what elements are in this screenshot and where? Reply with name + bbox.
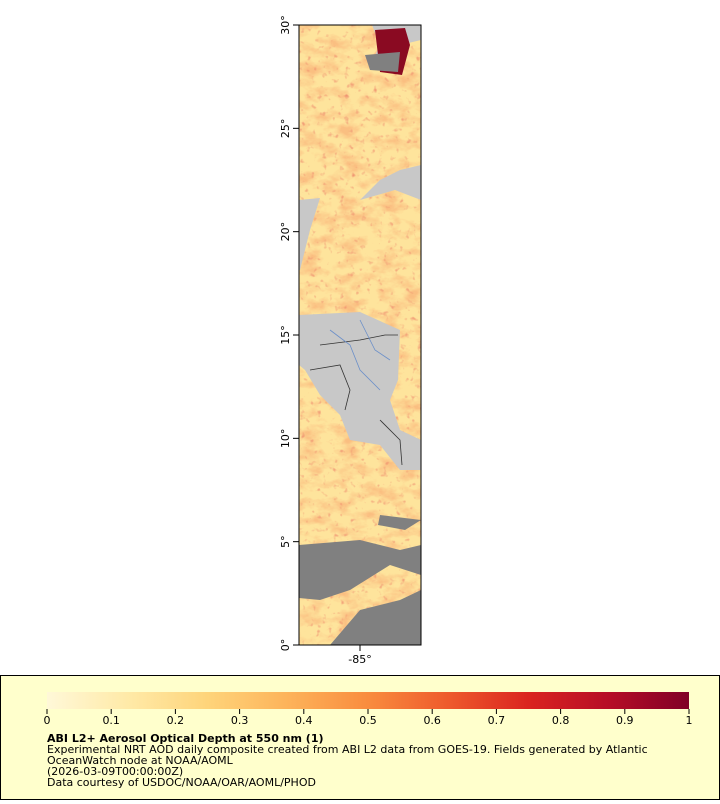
- colorbar-tick-label: 0.5: [359, 714, 377, 727]
- colorbar-tick-label: 0.3: [231, 714, 249, 727]
- x-tick-label: -85°: [348, 653, 371, 666]
- y-tick-label: 15°: [279, 325, 292, 345]
- y-tick-label: 5°: [279, 535, 292, 548]
- y-tick-label: 20°: [279, 222, 292, 242]
- legend-line: (2026-03-09T00:00:00Z): [47, 765, 183, 778]
- colorbar: [47, 692, 689, 709]
- y-tick-label: 25°: [279, 119, 292, 139]
- legend-title: ABI L2+ Aerosol Optical Depth at 550 nm …: [47, 732, 324, 745]
- axes: 0° 5° 10° 15° 20° 25° 30° -85°: [279, 15, 372, 666]
- y-tick-label: 10°: [279, 429, 292, 449]
- colorbar-tick-label: 0.1: [102, 714, 120, 727]
- legend-line: OceanWatch node at NOAA/AOML: [47, 754, 234, 767]
- y-tick-label: 30°: [279, 15, 292, 35]
- legend-line: Data courtesy of USDOC/NOAA/OAR/AOML/PHO…: [47, 776, 316, 789]
- colorbar-tick-label: 0.8: [552, 714, 570, 727]
- colorbar-tick-label: 0.7: [488, 714, 506, 727]
- map-image: [299, 25, 421, 645]
- colorbar-tick-label: 1: [686, 714, 693, 727]
- colorbar-axis: 0 0.1 0.2 0.3 0.4 0.5 0.6 0.7 0.8 0.9 1: [44, 709, 693, 727]
- colorbar-tick-label: 0.9: [616, 714, 634, 727]
- y-tick-label: 0°: [279, 639, 292, 652]
- colorbar-tick-label: 0: [44, 714, 51, 727]
- colorbar-tick-label: 0.2: [167, 714, 185, 727]
- colorbar-tick-label: 0.6: [423, 714, 441, 727]
- legend-line: Experimental NRT AOD daily composite cre…: [47, 743, 648, 756]
- colorbar-tick-label: 0.4: [295, 714, 313, 727]
